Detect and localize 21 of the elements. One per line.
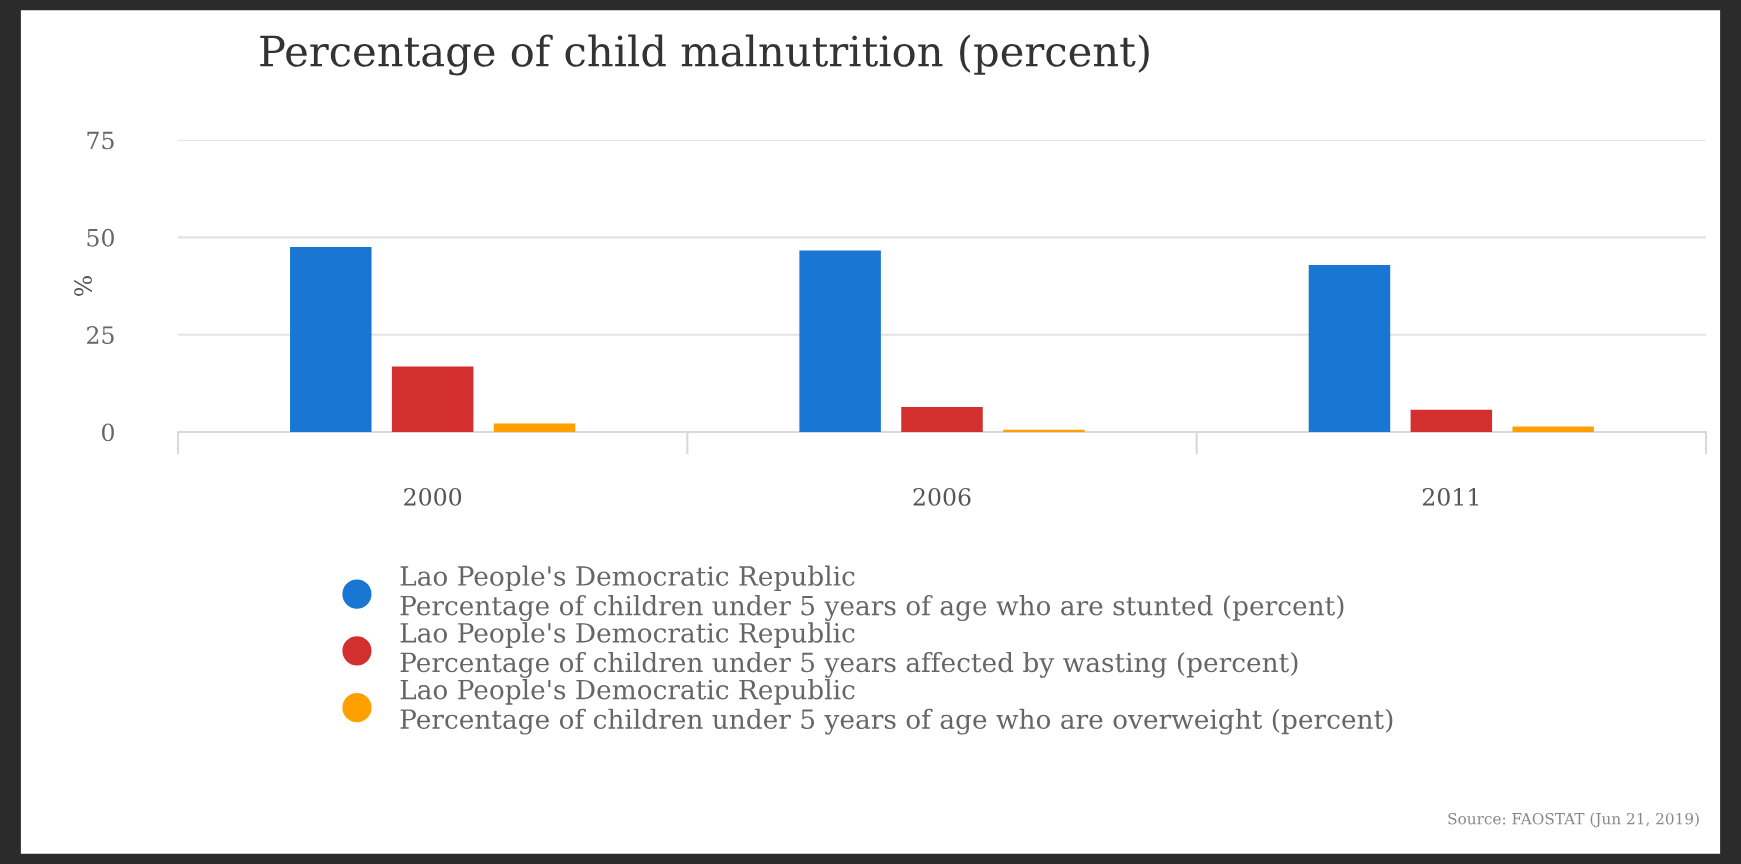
x-tick-label: 2000: [404, 487, 462, 506]
bar: [799, 250, 881, 432]
y-tick-label: 25: [87, 326, 114, 344]
source-note: Source: FAOSTAT (Jun 21, 2019): [1448, 812, 1699, 828]
y-tick-label: 50: [87, 228, 114, 247]
chart-title: Percentage of child malnutrition (percent): [260, 34, 1149, 76]
legend-label: Lao People's Democratic Republic Percentage of children under 5 years of age who are overweight (percent): [400, 679, 1393, 735]
y-axis-title: %: [74, 276, 92, 296]
bar: [1410, 409, 1493, 432]
x-tick-label: 2006: [913, 487, 971, 506]
bar: [1512, 426, 1594, 432]
x-tick-label: 2011: [1422, 487, 1479, 506]
bar: [493, 423, 576, 432]
y-tick-label: 75: [87, 131, 114, 150]
bar: [391, 366, 474, 432]
bar: [290, 247, 372, 432]
y-tick-label: 0: [102, 423, 114, 442]
legend-label: Lao People's Democratic Republic Percentage of children under 5 years of age who are stunted (percent): [400, 565, 1344, 622]
bar: [1308, 264, 1391, 432]
bar: [901, 407, 983, 432]
legend-label: Lao People's Democratic Republic Percentage of children under 5 years affected by wasting (percent): [400, 622, 1298, 678]
